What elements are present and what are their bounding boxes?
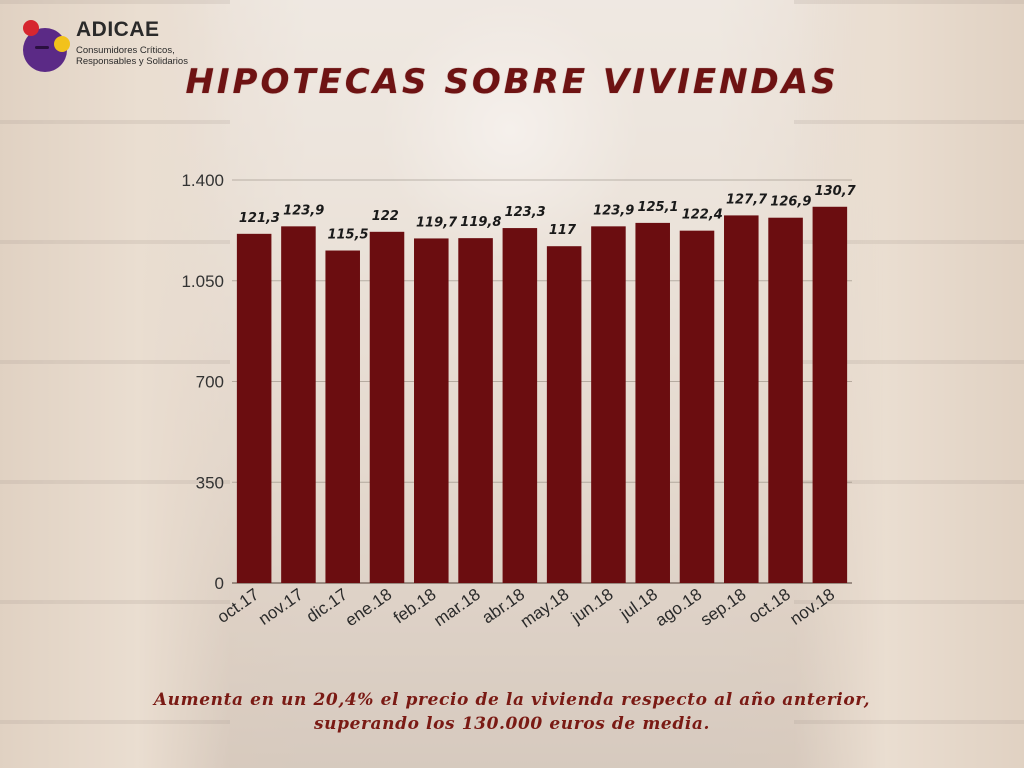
bar xyxy=(679,230,715,584)
caption: Aumenta en un 20,4% el precio de la vivi… xyxy=(40,688,984,736)
chart-title: HIPOTECAS SOBRE VIVIENDAS xyxy=(185,62,839,102)
x-tick-label: mar.18 xyxy=(430,585,483,630)
data-label: 119,8 xyxy=(460,215,501,230)
bar xyxy=(325,250,360,583)
y-tick-label: 0 xyxy=(215,574,224,593)
data-label: 123,9 xyxy=(283,203,324,218)
data-label: 127,7 xyxy=(726,192,768,207)
x-tick-label: ene.18 xyxy=(342,585,395,630)
bar xyxy=(281,226,316,583)
x-tick-label: sep.18 xyxy=(697,585,750,630)
bar xyxy=(635,222,670,583)
data-label: 125,1 xyxy=(637,200,678,215)
x-tick-label: feb.18 xyxy=(390,585,440,628)
data-label: 123,9 xyxy=(593,203,634,218)
adicae-logo: ADICAE Consumidores Críticos, Responsabl… xyxy=(12,14,202,74)
logo-tagline-line1: Consumidores Críticos, xyxy=(76,45,175,56)
caption-line1: Aumenta en un 20,4% el precio de la vivi… xyxy=(153,690,871,710)
data-label: 126,9 xyxy=(770,195,811,210)
data-label: 122 xyxy=(372,209,399,224)
y-tick-label: 700 xyxy=(196,373,224,392)
bar xyxy=(369,231,405,584)
caption-line2: superando los 130.000 euros de media. xyxy=(313,714,711,734)
data-label: 121,3 xyxy=(239,211,280,226)
bar xyxy=(502,228,538,583)
bar xyxy=(546,246,582,583)
logo-tagline-line2: Responsables y Solidarios xyxy=(76,56,188,67)
bar xyxy=(724,215,759,583)
data-label: 130,7 xyxy=(815,184,857,199)
data-label: 123,3 xyxy=(505,205,546,220)
x-tick-label: ago.18 xyxy=(652,585,705,630)
bar xyxy=(768,217,803,583)
data-label: 122,4 xyxy=(682,208,723,223)
bar xyxy=(414,238,449,583)
data-label: 117 xyxy=(549,223,577,238)
bar xyxy=(236,233,272,583)
x-tick-label: jun.18 xyxy=(567,585,617,628)
bar xyxy=(591,226,626,583)
bar xyxy=(812,206,848,583)
bar xyxy=(458,238,493,583)
logo-name: ADICAE xyxy=(76,18,160,41)
y-tick-label: 350 xyxy=(196,473,224,492)
data-label: 115,5 xyxy=(327,228,368,243)
x-tick-label: may.18 xyxy=(517,585,573,632)
data-label: 119,7 xyxy=(416,215,458,230)
x-tick-label: nov.18 xyxy=(786,585,838,629)
x-tick-label: nov.17 xyxy=(255,585,307,629)
logo-mark-icon xyxy=(23,20,70,72)
x-tick-label: dic.17 xyxy=(303,585,351,627)
y-tick-label: 1.400 xyxy=(181,171,224,190)
y-tick-label: 1.050 xyxy=(181,272,224,291)
logo-tagline: Consumidores Críticos, Responsables y So… xyxy=(76,45,206,67)
x-tick-label: oct.18 xyxy=(745,585,794,627)
